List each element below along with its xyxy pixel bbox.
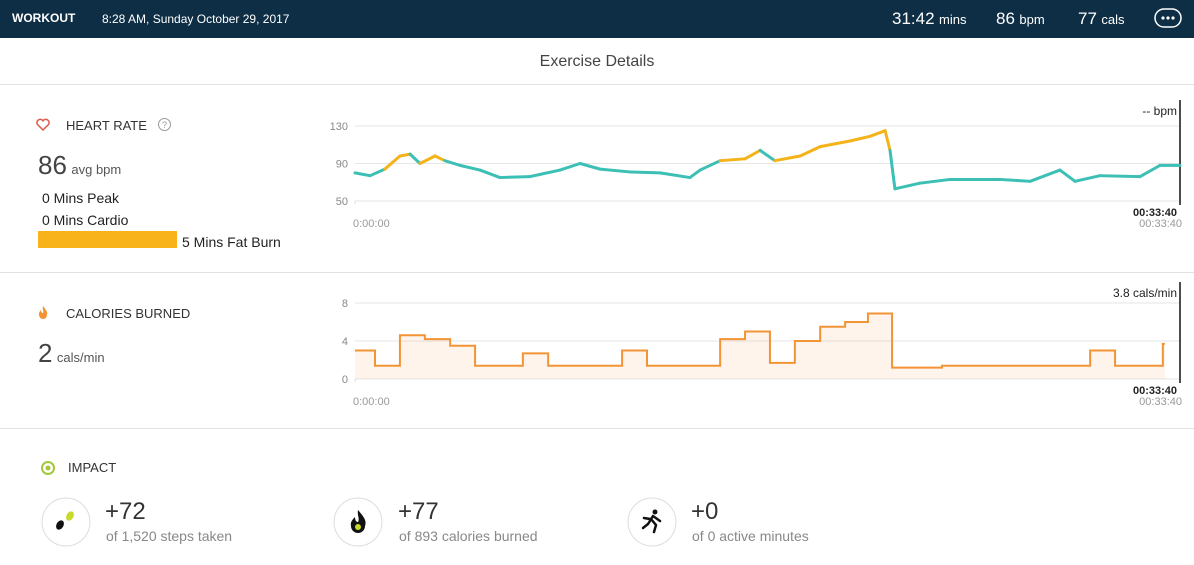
hr-segment [798,145,822,158]
cal-unit: cals/min [56,350,105,365]
hr-segment [1058,168,1077,183]
cursor-value: 3.8 cals/min [1113,286,1177,300]
hr-segment [418,154,437,165]
y-tick-label: 8 [342,298,348,310]
hr-segment [528,168,562,179]
hr-segment [1138,163,1162,179]
x-tick-label: 0:00:00 [353,396,390,408]
hr-segment [893,181,922,191]
divider [0,428,1194,429]
y-tick-label: 50 [336,196,348,208]
stat-value: 77 [1078,9,1097,28]
impact-caption: of 0 active minutes [692,528,809,544]
hr-segment [498,175,532,180]
x-tick-label: 0:00:00 [353,218,390,230]
hr-segment [698,159,722,172]
impact-caption: of 1,520 steps taken [106,528,233,544]
hr-segment [478,168,502,180]
zone-bar [38,231,177,248]
stat: 86 bpm [996,9,1045,29]
avg-cal: 2 cals/min [38,338,105,369]
hr-segment [383,154,402,171]
hr-segment [398,152,412,158]
cursor-value: -- bpm [1142,104,1177,118]
hr-segment [658,171,692,180]
x-tick-label: 00:33:40 [1139,218,1182,230]
impact-value: +0 [691,498,719,525]
hr-segment [353,171,372,178]
more-button[interactable] [1154,8,1182,28]
help-icon[interactable]: ? [157,117,172,132]
impact-icon [41,461,55,475]
hr-segment [1098,174,1142,179]
hr-segment [688,168,702,180]
hr-segment [998,177,1032,183]
hr-segment [578,162,602,171]
heart-icon [36,118,50,131]
divider [0,272,1194,273]
y-tick-label: 4 [342,336,348,348]
hr-segment [818,139,852,149]
hr-segment [773,154,802,163]
hr-segment [883,129,892,152]
stat-value: 86 [996,9,1015,28]
hr-segment [758,148,777,163]
section-label: IMPACT [68,460,117,475]
stat-unit: cals [1101,12,1125,27]
y-tick-label: 90 [336,159,348,171]
avg-value: 86 [38,150,67,180]
zone: 5 Mins Fat Burn [182,234,281,250]
hr-segment [1028,168,1062,183]
zone: 0 Mins Cardio [42,212,129,228]
impact-icons [41,497,677,547]
header-label: WORKOUT [12,11,76,25]
hr-segment [458,163,482,172]
stat-unit: bpm [1019,12,1045,27]
hr-segment [368,167,387,178]
cal-area [355,313,1165,379]
impact-value: +77 [398,498,439,525]
stat: 77 cals [1078,9,1125,29]
section-label: CALORIES BURNED [66,306,191,321]
header-datetime: 8:28 AM, Sunday October 29, 2017 [102,12,290,26]
hr-segment [918,177,952,185]
flame-icon [38,306,48,319]
hr-segment [868,129,887,138]
stat-unit: mins [939,12,967,27]
y-tick-label: 130 [330,121,348,133]
hr-segment [558,162,582,172]
cal-value: 2 [38,338,53,368]
avg-unit: avg bpm [71,162,122,177]
hr-segment [848,134,872,143]
zone: 0 Mins Peak [42,190,120,206]
divider [0,84,1194,85]
hr-segment [598,167,632,174]
x-tick-label: 00:33:40 [1139,396,1182,408]
impact-value: +72 [105,498,146,525]
hr-segment [433,154,447,163]
hr-segment [408,152,422,165]
hr-segment [1073,174,1102,183]
stat: 31:42 mins [892,9,966,29]
hr-segment [628,170,662,175]
y-tick-label: 0 [342,374,348,386]
impact-caption: of 893 calories burned [399,528,538,544]
section-label: HEART RATE [66,118,147,133]
stat-value: 31:42 [892,9,935,28]
avg-hr: 86 avg bpm [38,150,121,181]
hr-segment [718,157,747,163]
cursor-time: 00:33:40 [1133,385,1177,397]
cal-line [355,312,1165,369]
svg-text:?: ? [162,120,167,130]
cursor-time: 00:33:40 [1133,207,1177,219]
header-bar: WORKOUT 8:28 AM, Sunday October 29, 2017… [0,0,1194,38]
hr-segment [743,148,762,161]
page-title: Exercise Details [539,53,655,70]
hr-segment [443,159,462,167]
hr-segment [888,148,897,191]
